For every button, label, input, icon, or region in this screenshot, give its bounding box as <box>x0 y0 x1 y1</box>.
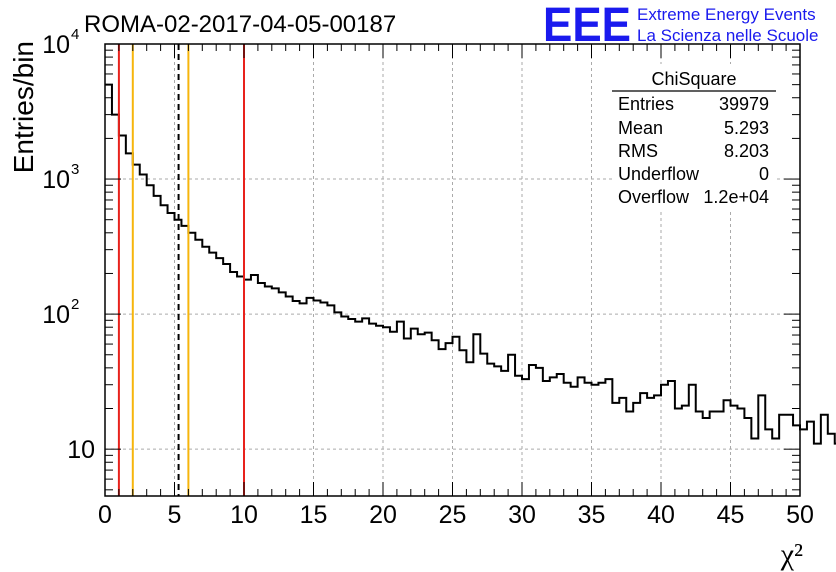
stats-value-underflow: 0 <box>759 164 769 184</box>
grid-lines <box>105 44 800 496</box>
x-tick-label: 35 <box>578 501 606 529</box>
y-tick-label-base: 10 <box>67 436 95 464</box>
eee-logo-line2: La Scienza nelle Scuole <box>637 26 818 45</box>
x-tick-label: 10 <box>230 501 258 529</box>
stats-box-background <box>612 64 776 209</box>
y-tick-label-base: 10 <box>42 31 70 59</box>
stats-value-entries: 39979 <box>719 94 769 114</box>
histogram-line <box>105 83 836 445</box>
x-tick-label: 30 <box>508 501 536 529</box>
y-tick-label-exponent: 4 <box>71 26 79 43</box>
reference-lines <box>117 44 245 496</box>
chart-title: ROMA-02-2017-04-05-00187 <box>84 11 396 38</box>
x-tick-label: 25 <box>439 501 467 529</box>
x-tick-label: 50 <box>786 501 814 529</box>
x-tick-label: 0 <box>98 501 112 529</box>
y-tick-label-exponent: 3 <box>71 161 79 178</box>
y-tick-label: 10 2 <box>42 296 79 329</box>
y-tick-label: 10 3 <box>42 161 79 194</box>
y-tick-label-base: 10 <box>42 166 70 194</box>
stats-value-overflow: 1.2e+04 <box>703 187 769 207</box>
stats-box-title: ChiSquare <box>651 69 736 89</box>
x-tick-label: 5 <box>168 501 182 529</box>
eee-logo-line1: Extreme Energy Events <box>637 5 816 24</box>
x-axis-label: χ² <box>780 538 803 571</box>
stats-label-entries: Entries <box>618 94 674 114</box>
y-tick-label-base: 10 <box>42 301 70 329</box>
histogram-series <box>105 83 836 445</box>
stats-label-mean: Mean <box>618 118 663 138</box>
eee-logo: EEE Extreme Energy Events La Scienza nel… <box>543 0 818 52</box>
stats-label-overflow: Overflow <box>618 187 690 207</box>
stats-value-rms: 8.203 <box>724 141 769 161</box>
y-axis-label: Entries/bin <box>8 41 39 173</box>
x-axis-ticks: 0 5 10 15 20 25 30 35 40 45 50 <box>98 44 814 529</box>
x-tick-label: 40 <box>647 501 675 529</box>
y-tick-label: 10 4 <box>42 26 79 59</box>
stats-label-rms: RMS <box>618 141 658 161</box>
stats-box: ChiSquare Entries 39979 Mean 5.293 RMS 8… <box>612 64 776 209</box>
x-tick-label: 45 <box>717 501 745 529</box>
y-tick-label-exponent: 2 <box>71 296 79 313</box>
y-tick-label: 10 <box>67 436 95 464</box>
x-tick-label: 15 <box>300 501 328 529</box>
stats-label-underflow: Underflow <box>618 164 700 184</box>
stats-value-mean: 5.293 <box>724 118 769 138</box>
x-tick-label: 20 <box>369 501 397 529</box>
